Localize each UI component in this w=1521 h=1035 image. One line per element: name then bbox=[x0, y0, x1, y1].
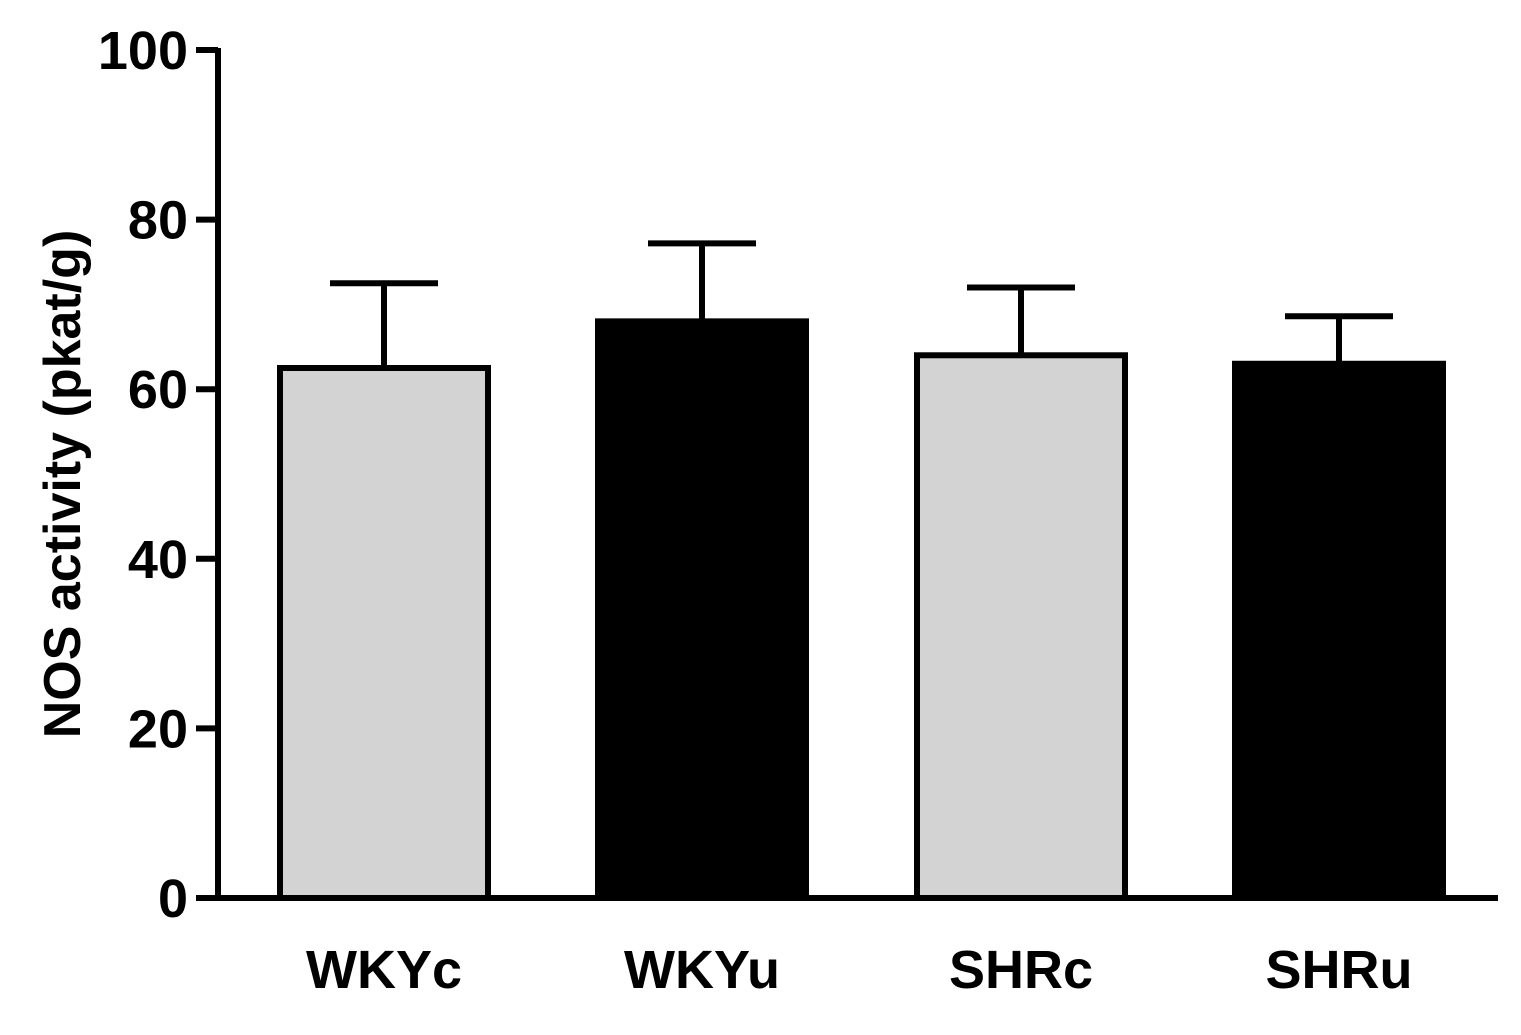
y-tick-label: 40 bbox=[128, 530, 188, 590]
x-tick-label: WKYu bbox=[624, 940, 780, 1000]
y-tick-label: 20 bbox=[128, 699, 188, 759]
y-tick-label: 80 bbox=[128, 191, 188, 251]
y-axis-title: NOS activity (pkat/g) bbox=[34, 230, 92, 739]
x-axis: WKYc WKYu SHRc SHRu bbox=[200, 895, 1498, 1000]
bar-wkyc bbox=[277, 365, 491, 901]
bars bbox=[277, 240, 1446, 901]
x-tick-label: SHRu bbox=[1266, 940, 1413, 1000]
x-tick-label: WKYc bbox=[306, 940, 462, 1000]
y-axis: 0 20 40 60 80 100 bbox=[98, 21, 221, 929]
y-tick-label: 0 bbox=[158, 869, 188, 929]
bar-wkyu bbox=[595, 318, 809, 901]
y-tick-label: 60 bbox=[128, 360, 188, 420]
bar-shrc bbox=[914, 352, 1128, 901]
x-tick-label: SHRc bbox=[949, 940, 1093, 1000]
y-tick-label: 100 bbox=[98, 21, 188, 81]
bar-shru bbox=[1232, 360, 1446, 901]
